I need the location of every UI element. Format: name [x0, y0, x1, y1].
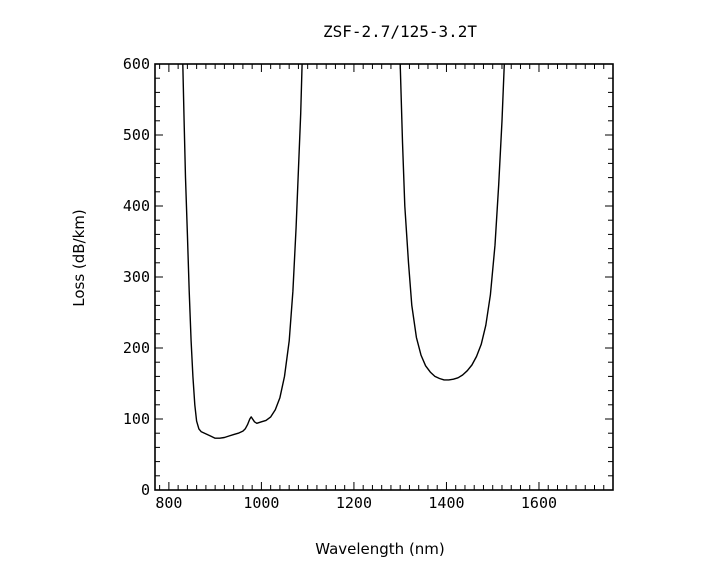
chart-title: ZSF-2.7/125-3.2T — [323, 22, 477, 41]
y-tick-label: 0 — [141, 481, 150, 499]
x-tick-label: 1200 — [336, 494, 372, 512]
x-axis-label: Wavelength (nm) — [315, 540, 445, 558]
x-tick-label: 1600 — [521, 494, 557, 512]
axis-tick-labels: 800 1000 1200 1400 1600 0 100 200 300 400 500 600 — [123, 55, 557, 512]
series-line-1 — [182, 63, 303, 439]
y-axis-label: Loss (dB/km) — [70, 209, 88, 307]
y-tick-label: 500 — [123, 126, 150, 144]
x-tick-label: 1400 — [428, 494, 464, 512]
x-tick-label: 1000 — [243, 494, 279, 512]
series-line-2 — [399, 63, 505, 381]
axis-ticks — [155, 63, 614, 491]
plot-frame — [154, 63, 614, 491]
data-series — [182, 63, 505, 439]
y-tick-label: 600 — [123, 55, 150, 73]
y-tick-label: 300 — [123, 268, 150, 286]
y-tick-label: 100 — [123, 410, 150, 428]
y-tick-label: 400 — [123, 197, 150, 215]
y-tick-label: 200 — [123, 339, 150, 357]
x-tick-label: 800 — [155, 494, 182, 512]
